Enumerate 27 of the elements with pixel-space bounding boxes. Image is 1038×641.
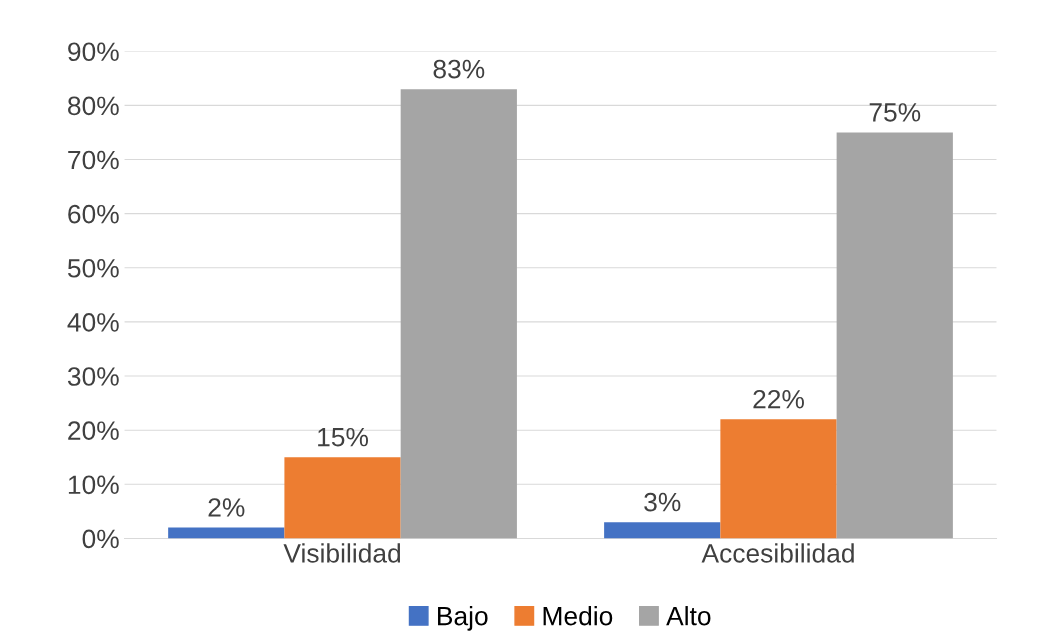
bar xyxy=(284,457,401,539)
x-tick-label: Accesibilidad xyxy=(701,543,854,563)
y-tick-label: 40% xyxy=(67,313,119,332)
bar xyxy=(400,89,517,539)
data-label: 2% xyxy=(208,498,245,517)
y-tick-label: 30% xyxy=(67,367,119,386)
bar xyxy=(168,527,285,539)
legend-label: Bajo xyxy=(438,606,488,631)
bar xyxy=(604,522,721,539)
y-tick-label: 60% xyxy=(68,204,119,224)
data-label: 15% xyxy=(318,427,369,447)
y-tick-label: 50% xyxy=(67,258,119,278)
x-tick-label: Visibilidad xyxy=(283,543,401,563)
y-tick-label: 70% xyxy=(68,150,119,170)
data-label: 22% xyxy=(753,389,804,409)
y-tick-label: 20% xyxy=(68,421,119,440)
data-label: 3% xyxy=(644,492,681,512)
y-tick-label: 80% xyxy=(68,96,119,116)
legend-label: Medio xyxy=(543,606,613,626)
y-tick-label: 10% xyxy=(68,475,119,495)
data-label: 75% xyxy=(869,103,921,122)
bar xyxy=(836,132,953,539)
legend-label: Alto xyxy=(666,606,711,626)
y-tick-label: 0% xyxy=(82,529,119,549)
data-label: 83% xyxy=(433,59,485,79)
bar xyxy=(720,419,837,539)
y-tick-label: 90% xyxy=(68,42,119,62)
